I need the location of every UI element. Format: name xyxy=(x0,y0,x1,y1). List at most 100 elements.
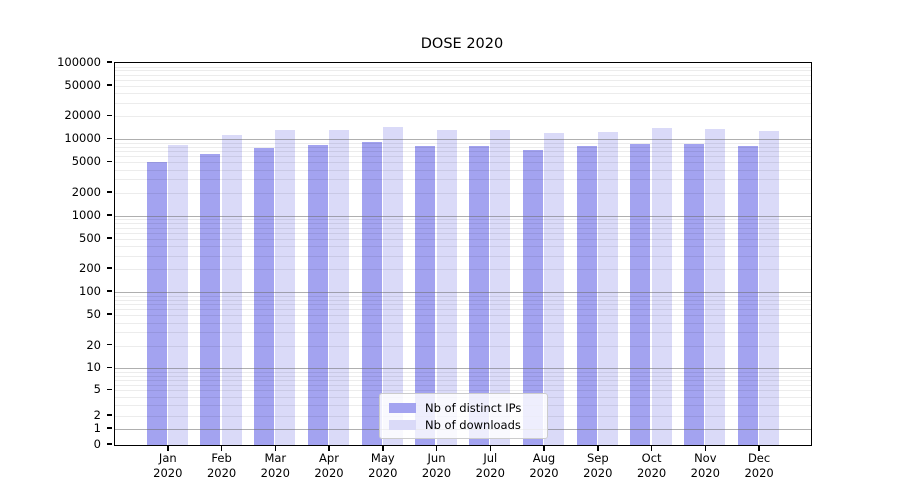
grid-line-minor xyxy=(115,93,811,95)
grid-line-minor xyxy=(115,246,811,248)
grid-line-minor xyxy=(115,232,811,234)
y-tick-mark xyxy=(107,366,112,369)
bar-distinct-ips xyxy=(415,146,436,445)
y-tick-mark xyxy=(107,214,112,216)
bar-downloads xyxy=(759,130,780,445)
y-tick-label: 10000 xyxy=(64,131,101,146)
legend-swatch xyxy=(389,402,416,413)
y-tick-mark xyxy=(107,388,112,391)
x-tick-label: Aug 2020 xyxy=(529,451,559,480)
y-tick-label: 5000 xyxy=(71,154,101,169)
y-tick-label: 100000 xyxy=(57,55,101,69)
x-tick-mark xyxy=(382,445,384,451)
y-tick-mark xyxy=(107,160,112,163)
y-tick-label: 5 xyxy=(93,382,101,397)
y-tick-mark xyxy=(107,313,112,315)
x-tick-label: Jan 2020 xyxy=(153,451,183,480)
x-tick-label: May 2020 xyxy=(368,451,398,480)
grid-line-major xyxy=(115,292,811,294)
y-tick-label: 50 xyxy=(86,307,101,322)
grid-line-minor xyxy=(115,238,811,240)
x-tick-label: Apr 2020 xyxy=(314,451,344,480)
grid-line-minor xyxy=(115,79,811,81)
bar-downloads xyxy=(705,128,726,445)
y-tick-label: 500 xyxy=(79,230,101,245)
x-tick-label: Dec 2020 xyxy=(744,451,774,480)
x-tick-label: Sep 2020 xyxy=(583,451,613,480)
grid-line-minor xyxy=(115,390,811,392)
x-tick-label: Feb 2020 xyxy=(206,451,237,480)
legend-item-label: Nb of downloads xyxy=(425,417,521,432)
bar-downloads xyxy=(490,130,511,445)
grid-line-minor xyxy=(115,315,811,317)
y-tick-mark xyxy=(107,427,112,429)
grid-line-minor xyxy=(115,332,811,334)
grid-line-minor xyxy=(115,156,811,158)
legend-item: Nb of downloads xyxy=(389,416,538,433)
grid-line-minor xyxy=(115,142,811,144)
x-tick-label: Mar 2020 xyxy=(260,451,290,480)
legend-item-label: Nb of distinct IPs xyxy=(425,400,522,415)
x-tick-mark xyxy=(435,445,438,451)
grid-line-minor xyxy=(115,375,811,377)
x-tick-label: Jul 2020 xyxy=(475,451,505,480)
grid-line-minor xyxy=(115,66,811,68)
x-tick-mark xyxy=(597,445,599,451)
y-tick-mark xyxy=(107,343,112,346)
grid-line-minor xyxy=(115,384,811,386)
bar-distinct-ips xyxy=(522,149,543,445)
y-tick-mark xyxy=(107,290,112,292)
bar-distinct-ips xyxy=(630,144,651,445)
bar-distinct-ips xyxy=(307,144,328,445)
bar-distinct-ips xyxy=(200,154,221,445)
legend-swatch xyxy=(389,419,416,430)
bar-downloads xyxy=(544,133,565,445)
y-tick-label: 10 xyxy=(86,360,101,375)
grid-line-minor xyxy=(115,151,811,153)
y-tick-label: 20000 xyxy=(64,108,101,123)
bar-distinct-ips xyxy=(684,144,705,445)
grid-line-minor xyxy=(115,269,811,271)
y-tick-label: 100 xyxy=(79,284,101,299)
y-tick-label: 1 xyxy=(93,421,101,435)
x-tick-label: Jun 2020 xyxy=(421,451,452,480)
x-tick-mark xyxy=(704,445,707,451)
legend-item: Nb of distinct IPs xyxy=(389,399,538,416)
plot-area: Nb of distinct IPs Nb of downloads xyxy=(114,62,812,446)
grid-line-minor xyxy=(115,345,811,347)
bars-layer xyxy=(115,63,811,445)
x-tick-label: Nov 2020 xyxy=(690,451,720,480)
x-tick-mark xyxy=(167,445,169,451)
grid-line-minor xyxy=(115,309,811,311)
grid-line-major xyxy=(115,215,811,217)
y-tick-label: 2000 xyxy=(71,184,101,199)
bar-distinct-ips xyxy=(469,146,490,445)
grid-line-minor xyxy=(115,102,811,104)
bar-downloads xyxy=(275,129,296,445)
y-tick-mark xyxy=(107,191,112,193)
grid-line-minor xyxy=(115,304,811,305)
grid-line-minor xyxy=(115,169,811,171)
bar-distinct-ips xyxy=(146,161,167,445)
grid-line-minor xyxy=(115,255,811,257)
x-tick-mark xyxy=(328,445,330,451)
y-tick-label: 50000 xyxy=(64,78,101,92)
y-tick-mark xyxy=(107,414,112,416)
x-tick-mark xyxy=(274,445,277,451)
x-tick-mark xyxy=(758,445,760,451)
grid-line-minor xyxy=(115,223,811,225)
grid-line-minor xyxy=(115,371,811,373)
x-tick-mark xyxy=(543,445,545,451)
y-tick-mark xyxy=(107,61,112,63)
bar-distinct-ips xyxy=(254,147,275,445)
grid-line-major xyxy=(115,139,811,141)
y-tick-label: 2 xyxy=(93,407,101,422)
bar-distinct-ips xyxy=(576,146,597,445)
grid-line-minor xyxy=(115,322,811,324)
y-tick-mark xyxy=(107,237,112,239)
y-tick-label: 20 xyxy=(86,337,101,352)
x-tick-mark xyxy=(220,445,223,451)
y-tick-mark xyxy=(107,114,112,117)
grid-line-minor xyxy=(115,179,811,181)
